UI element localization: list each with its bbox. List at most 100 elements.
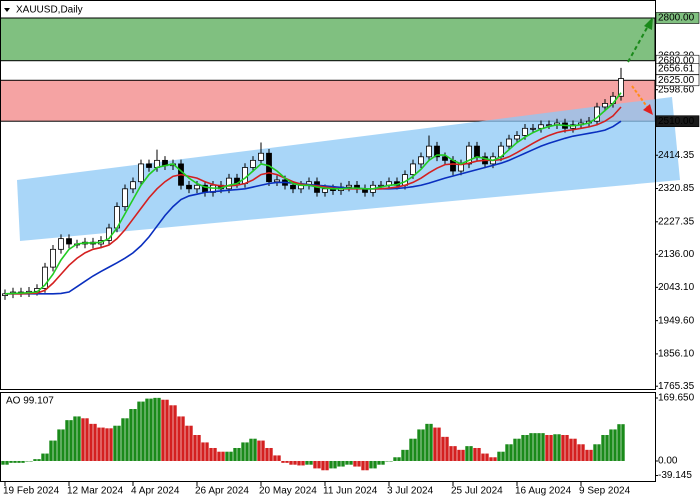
ao-bar <box>445 436 449 461</box>
ao-bar <box>549 434 553 461</box>
ao-bar <box>225 451 229 461</box>
ao-bar <box>545 434 549 461</box>
ao-bar <box>5 460 9 465</box>
ao-bar <box>397 457 401 461</box>
candle-body <box>274 179 280 183</box>
ao-bar <box>309 460 313 465</box>
ao-bar <box>389 460 393 462</box>
ao-bar <box>473 447 477 461</box>
ao-bar <box>557 434 561 461</box>
ao-bar <box>77 416 81 461</box>
ao-bar <box>277 455 281 461</box>
ao-bar <box>29 460 33 462</box>
candle-body <box>250 159 256 168</box>
ao-bar <box>245 442 249 461</box>
candle-body <box>66 238 72 245</box>
ao-bar <box>265 447 269 461</box>
ao-bar <box>297 460 301 466</box>
price-label: 2510.00 <box>658 116 695 127</box>
ao-bar <box>501 451 505 461</box>
ao-bar <box>341 460 345 467</box>
ao-bar <box>321 460 325 471</box>
ao-bar <box>485 453 489 461</box>
x-tick-label: 16 Aug 2024 <box>515 486 572 497</box>
ao-title: AO 99.107 <box>6 396 54 407</box>
ao-bar <box>65 420 69 461</box>
ao-bar <box>101 427 105 461</box>
ao-tick-label: -39.145 <box>658 470 692 481</box>
ao-bar <box>85 418 89 461</box>
ao-bar <box>361 460 365 471</box>
ao-bar <box>281 460 285 463</box>
candle-body <box>138 163 144 183</box>
candle-body <box>226 177 232 190</box>
channel <box>17 97 680 241</box>
price-label-box <box>655 115 700 128</box>
ao-bar <box>89 423 93 461</box>
ao-bar <box>377 460 381 465</box>
ao-bar <box>337 460 341 467</box>
price-label: 2656.61 <box>658 64 695 75</box>
candle-body <box>146 163 152 168</box>
ao-bar <box>133 409 137 461</box>
ao-bar <box>269 447 273 461</box>
ao-bar <box>589 449 593 461</box>
price-label: 2680.00 <box>658 55 695 66</box>
ao-bar <box>97 427 101 461</box>
ao-bar <box>37 459 41 461</box>
ao-bar <box>145 398 149 461</box>
ao-bar <box>249 438 253 461</box>
x-tick-label: 19 Feb 2024 <box>3 486 60 497</box>
y-tick-label: 2320.85 <box>658 183 695 194</box>
y-tick-label: 2136.00 <box>658 249 695 260</box>
ao-bar <box>621 424 625 461</box>
candle-body <box>474 145 480 158</box>
x-tick-label: 11 Jun 2024 <box>323 486 378 497</box>
candle-body <box>418 156 424 165</box>
candle-body <box>426 145 432 158</box>
ao-bar <box>185 425 189 461</box>
y-tick-label: 2043.10 <box>658 282 695 293</box>
ao-bar <box>409 438 413 461</box>
x-tick-label: 26 Apr 2024 <box>195 486 249 497</box>
ao-bar <box>317 460 321 469</box>
y-tick-label: 2414.35 <box>658 150 695 161</box>
x-tick-label: 12 Mar 2024 <box>67 486 124 497</box>
arrow-head <box>644 17 653 30</box>
ao-bar <box>533 433 537 461</box>
ao-bar <box>113 425 117 461</box>
ao-bar <box>385 460 389 462</box>
ao-bar <box>141 401 145 461</box>
candle-body <box>122 188 128 208</box>
arrow-down <box>631 85 649 109</box>
candle-body <box>442 156 448 161</box>
ao-bar <box>517 438 521 461</box>
ao-bar <box>593 444 597 461</box>
candle-body <box>186 184 192 190</box>
x-tick-label: 25 Jul 2024 <box>451 486 503 497</box>
ao-bar <box>513 438 517 461</box>
ao-bar <box>465 446 469 461</box>
ao-bar <box>369 460 373 469</box>
ao-bar <box>353 460 357 467</box>
ao-bar <box>73 416 77 461</box>
ao-bar <box>305 460 309 465</box>
ao-bar <box>293 460 297 465</box>
candle-body <box>602 103 608 108</box>
ao-bar <box>457 449 461 461</box>
ao-bar <box>253 438 257 461</box>
candle-body <box>410 163 416 175</box>
ao-bar <box>537 433 541 461</box>
ao-bar <box>585 449 589 461</box>
price-label-box <box>655 74 700 87</box>
ao-bar <box>161 399 165 461</box>
ao-bar <box>49 440 53 461</box>
ao-bar <box>1 460 5 465</box>
ao-bar <box>453 446 457 461</box>
ao-bar <box>401 449 405 461</box>
x-tick-label: 20 May 2024 <box>259 486 317 497</box>
ao-bar <box>433 427 437 461</box>
ao-bar <box>169 405 173 461</box>
ao-bar <box>489 457 493 461</box>
ao-bar <box>541 433 545 461</box>
